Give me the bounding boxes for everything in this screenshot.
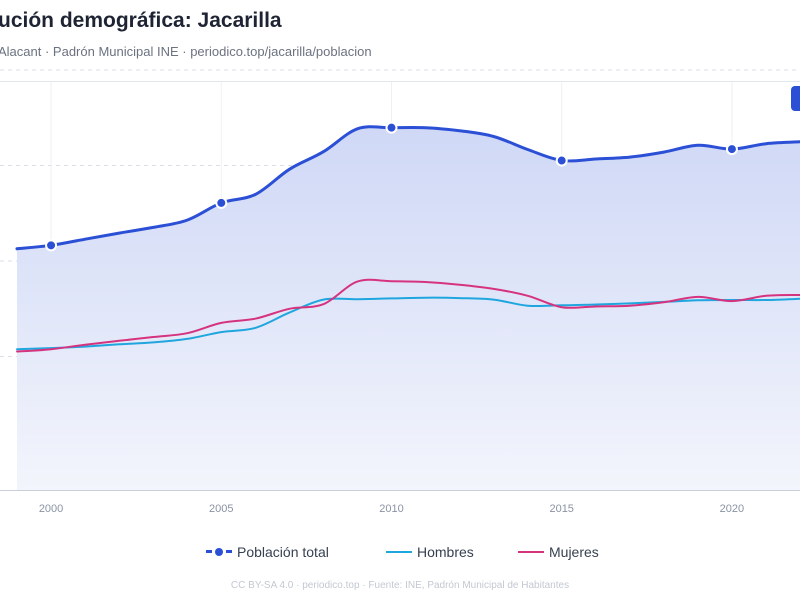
legend-item-mujeres[interactable]: Mujeres [518, 544, 599, 560]
series-line-mujeres [16, 278, 800, 353]
area-total [17, 126, 800, 490]
data-point-total[interactable] [45, 239, 58, 252]
plot-area [0, 81, 800, 491]
x-tick-label: 2010 [379, 503, 403, 515]
legend-label-total: Población total [237, 544, 329, 560]
x-tick-label: 2000 [39, 503, 63, 515]
legend-swatch-mujeres [518, 547, 544, 557]
area-fill [17, 126, 800, 490]
chart-menu-button[interactable] [791, 86, 800, 111]
data-point-total[interactable] [725, 143, 738, 156]
footer-credits: CC BY-SA 4.0 · periodico.top · Fuente: I… [230, 580, 570, 591]
chart-title: ución demográfica: Jacarilla [0, 9, 282, 32]
legend-item-hombres[interactable]: Hombres [386, 544, 474, 560]
data-point-total[interactable] [385, 121, 398, 134]
chart-subtitle: Alacant · Padrón Municipal INE · periodi… [0, 44, 372, 59]
x-tick-label: 2005 [209, 503, 233, 515]
population-chart: 2000 2005 2010 2015 2020 [0, 69, 800, 515]
series-markers [45, 121, 738, 252]
legend: Población total Hombres Mujeres [0, 544, 800, 564]
x-tick-label: 2015 [549, 503, 573, 515]
x-axis-ticks: 2000 2005 2010 2015 2020 [39, 503, 744, 515]
data-point-total[interactable] [215, 196, 228, 209]
x-tick-label: 2020 [720, 503, 744, 515]
legend-item-total[interactable]: Población total [206, 544, 329, 560]
legend-label-hombres: Hombres [417, 544, 474, 560]
series-line-total [15, 125, 800, 251]
series-lines [15, 125, 800, 353]
data-point-total[interactable] [555, 154, 568, 167]
legend-swatch-total [206, 547, 232, 557]
legend-label-mujeres: Mujeres [549, 544, 599, 560]
legend-swatch-hombres [386, 547, 412, 557]
